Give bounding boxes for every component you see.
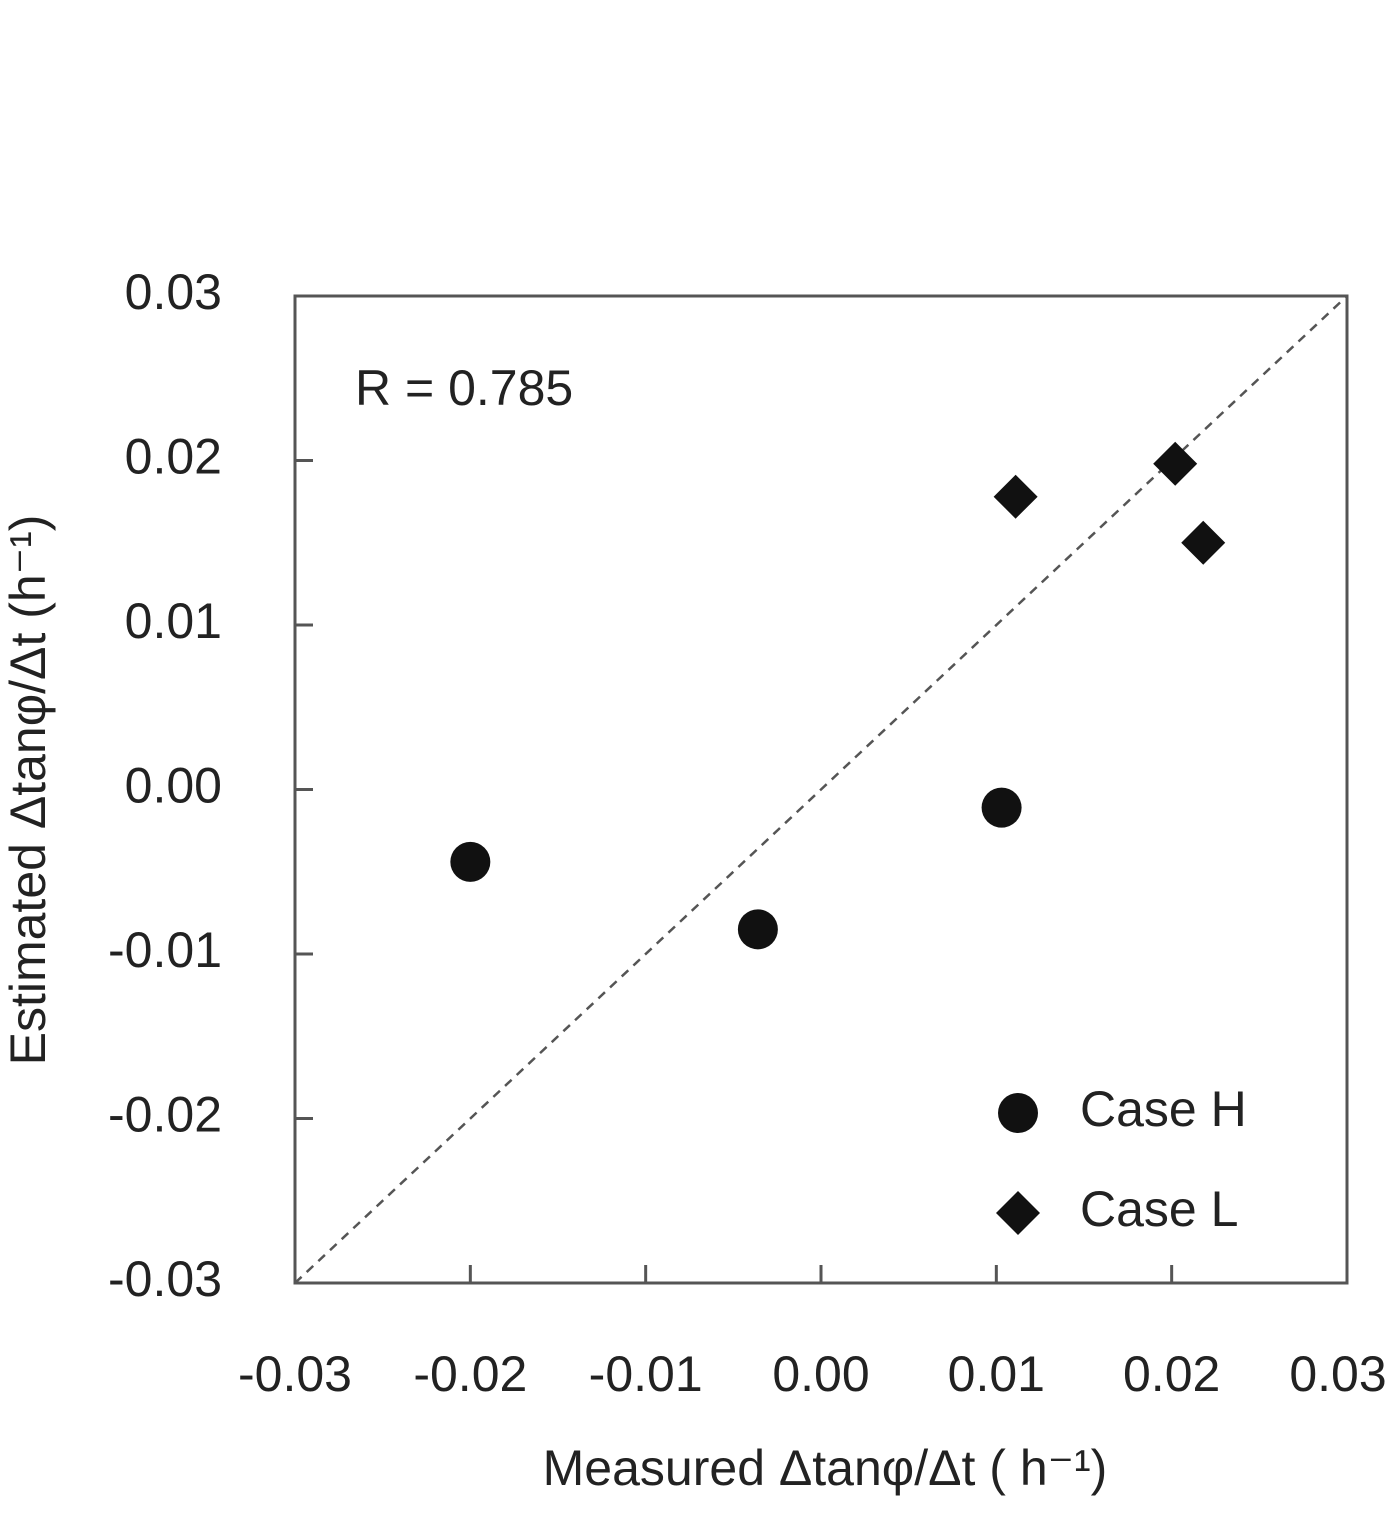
x-tick-label: 0.03 (1289, 1346, 1386, 1402)
x-tick-label: -0.03 (238, 1346, 352, 1402)
point (981, 787, 1022, 828)
annotation: R = 0.785 (355, 360, 573, 416)
x-tick-label: 0.02 (1123, 1346, 1220, 1402)
point (450, 841, 491, 882)
x-axis-label: Measured Δtanφ/Δt ( h⁻¹) (543, 1440, 1108, 1496)
y-tick-label: -0.02 (108, 1087, 222, 1143)
y-tick-label: -0.03 (108, 1251, 222, 1307)
y-tick-label: 0.01 (125, 593, 222, 649)
x-tick-label: 0.00 (772, 1346, 869, 1402)
point (1181, 520, 1226, 565)
y-tick-label: 0.02 (125, 429, 222, 485)
legend-label: Case L (1080, 1181, 1238, 1237)
legend-label: Case H (1080, 1081, 1247, 1137)
y-tick-label: 0.03 (125, 264, 222, 320)
y-tick-label: -0.01 (108, 922, 222, 978)
point (993, 474, 1038, 519)
point (737, 909, 778, 950)
x-tick-label: -0.01 (589, 1346, 703, 1402)
x-tick-label: 0.01 (948, 1346, 1045, 1402)
y-tick-label: 0.00 (125, 758, 222, 814)
legend-marker (998, 1093, 1038, 1133)
point (1153, 441, 1198, 486)
x-tick-label: -0.02 (413, 1346, 527, 1402)
legend-marker (996, 1191, 1040, 1235)
y-axis-label: Estimated Δtanφ/Δt (h⁻¹) (0, 515, 56, 1066)
